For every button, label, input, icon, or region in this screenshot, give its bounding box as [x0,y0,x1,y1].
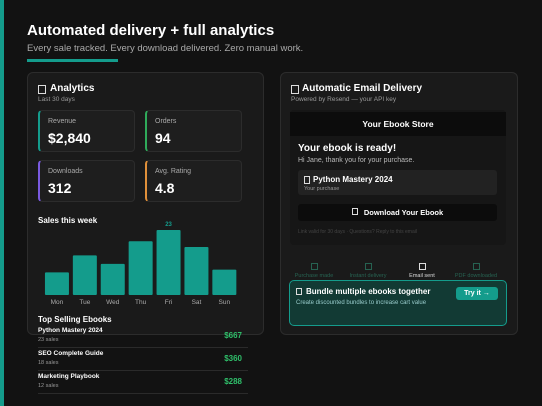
bar [212,269,237,295]
download-button[interactable]: Download Your Ebook [298,204,497,221]
email-heading: Your ebook is ready! [298,143,397,154]
panel-title: Automatic Email Delivery [302,83,423,94]
bar [156,230,181,295]
list-item: Python Mastery 2024 23 sales $667 [38,327,248,348]
page-title: Automated delivery + full analytics [27,22,275,39]
promo-title: Bundle multiple ebooks together [306,287,431,296]
page-subtitle: Every sale tracked. Every download deliv… [27,43,304,54]
stat-card: Avg. Rating 4.8 [145,160,242,202]
stat-value: 4.8 [155,180,175,196]
item-sales: 23 sales [38,337,59,343]
value-label: 23 [165,222,172,228]
product-note: Your purchase [304,186,340,192]
panel-title: Analytics [50,83,95,94]
list-item: SEO Complete Guide 18 sales $360 [38,350,248,371]
item-revenue: $667 [224,331,242,340]
underline [27,59,118,62]
stat-label: Avg. Rating [155,168,192,175]
item-revenue: $360 [224,354,242,363]
step: Instant delivery [343,263,393,279]
icon [472,263,480,270]
icon [364,263,372,270]
icon [38,85,46,94]
stat-label: Orders [155,118,177,125]
icon [418,263,426,270]
step-label: Email sent [409,273,435,279]
step: PDF downloaded [451,263,501,279]
list-title: Top Selling Ebooks [38,315,112,324]
item-revenue: $288 [224,377,242,386]
accent-bar [0,0,4,406]
bar [100,263,125,295]
panel-subtitle: Powered by Resend — your API key [291,96,397,103]
panel-subtitle: Last 30 days [38,96,75,103]
item-sales: 12 sales [38,383,59,389]
stat-label: Downloads [48,168,83,175]
stat-card: Orders 94 [145,110,242,152]
stat-label: Revenue [48,118,77,125]
stat-card: Revenue $2,840 [38,110,135,152]
x-tick-label: Thu [135,299,147,306]
stat-value: $2,840 [48,130,91,146]
step-label: Purchase made [294,273,334,279]
icon [351,208,358,215]
icon [296,288,302,295]
email-header: Your Ebook Store [290,112,506,136]
email-footer: Link valid for 30 days · Questions? Repl… [298,229,417,235]
bar [72,255,97,295]
item-name: Python Mastery 2024 [38,327,103,334]
x-tick-label: Sun [219,299,231,306]
stat-card: Downloads 312 [38,160,135,202]
x-tick-label: Fri [165,299,173,306]
step-label: PDF downloaded [454,273,498,279]
item-name: Marketing Playbook [38,373,100,380]
product-card [298,170,497,195]
x-tick-label: Tue [79,299,90,306]
product-name: Python Mastery 2024 [313,175,393,184]
bar [44,272,69,295]
bar [128,241,153,295]
x-tick-label: Wed [106,299,120,306]
stat-value: 312 [48,180,72,196]
stat-value: 94 [155,130,171,146]
promo-button[interactable]: Try it → [456,287,498,300]
icon [310,263,318,270]
email-text: Hi Jane, thank you for your purchase. [298,157,415,164]
item-name: SEO Complete Guide [38,350,104,357]
step-label: Instant delivery [349,273,387,279]
step: Email sent [397,263,447,279]
chart-title: Sales this week [38,216,98,225]
promo-text: Create discounted bundles to increase ca… [296,300,427,306]
step: Purchase made [289,263,339,279]
x-tick-label: Mon [51,299,64,306]
promo-card [289,280,507,326]
chart: Mon Tue Wed Thu 23 Fri Sat Sun [44,222,237,306]
button-label: Download Your Ebook [363,208,444,217]
item-sales: 18 sales [38,360,59,366]
icon [291,85,299,94]
list-item: Marketing Playbook 12 sales $288 [38,373,248,394]
x-tick-label: Sat [192,299,202,306]
bar [184,246,209,295]
icon [304,176,310,184]
